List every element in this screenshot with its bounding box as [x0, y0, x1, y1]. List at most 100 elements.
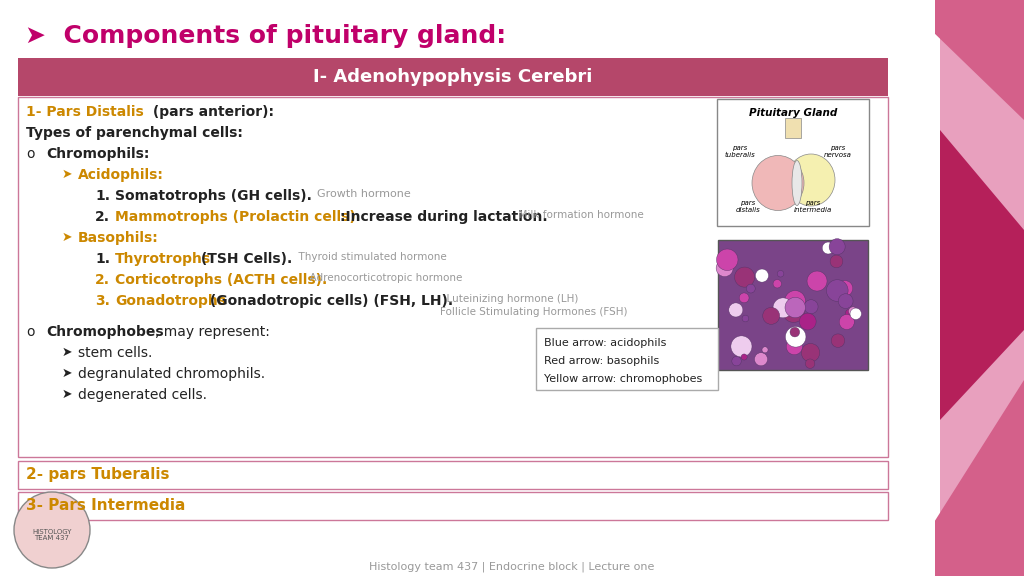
Circle shape [729, 303, 742, 317]
FancyBboxPatch shape [18, 58, 888, 96]
Circle shape [746, 284, 756, 293]
FancyBboxPatch shape [718, 240, 868, 370]
Polygon shape [900, 380, 1024, 576]
Text: Red arrow: basophils: Red arrow: basophils [544, 356, 659, 366]
Circle shape [717, 249, 738, 271]
Text: 3- Pars Intermedia: 3- Pars Intermedia [26, 498, 185, 513]
Text: Adrenocorticotropic hormone: Adrenocorticotropic hormone [303, 273, 463, 283]
Text: 2- pars Tuberalis: 2- pars Tuberalis [26, 468, 170, 483]
Circle shape [838, 281, 853, 296]
Text: (Gonadotropic cells) (FSH, LH).: (Gonadotropic cells) (FSH, LH). [205, 294, 454, 308]
Circle shape [734, 267, 755, 287]
Circle shape [739, 293, 749, 303]
Text: ➤: ➤ [62, 388, 73, 401]
Circle shape [782, 301, 805, 323]
Text: Chromophobes: Chromophobes [46, 325, 164, 339]
Circle shape [777, 271, 783, 277]
Circle shape [785, 297, 805, 318]
Circle shape [804, 300, 818, 314]
Text: o: o [26, 147, 35, 161]
FancyBboxPatch shape [0, 0, 935, 576]
Circle shape [786, 339, 803, 355]
Circle shape [732, 357, 741, 366]
Text: degranulated chromophils.: degranulated chromophils. [78, 367, 265, 381]
Circle shape [755, 353, 768, 366]
Text: (pars anterior):: (pars anterior): [148, 105, 274, 119]
FancyBboxPatch shape [785, 118, 801, 138]
Text: pars
intermedia: pars intermedia [794, 200, 833, 213]
Text: 1.: 1. [95, 189, 110, 203]
Text: o: o [26, 325, 35, 339]
Circle shape [14, 492, 90, 568]
Text: 3.: 3. [95, 294, 110, 308]
Circle shape [846, 309, 854, 317]
Text: :Increase during lactation.: :Increase during lactation. [340, 210, 548, 224]
Text: Gonadotrophs: Gonadotrophs [115, 294, 226, 308]
Text: Yellow arrow: chromophobes: Yellow arrow: chromophobes [544, 374, 702, 384]
Text: Types of parenchymal cells:: Types of parenchymal cells: [26, 126, 243, 140]
Text: ➤  Components of pituitary gland:: ➤ Components of pituitary gland: [25, 24, 506, 48]
FancyBboxPatch shape [18, 97, 888, 457]
FancyBboxPatch shape [18, 492, 888, 520]
Text: ➤: ➤ [62, 367, 73, 380]
FancyBboxPatch shape [536, 328, 718, 390]
Text: degenerated cells.: degenerated cells. [78, 388, 207, 402]
Ellipse shape [752, 156, 804, 210]
Circle shape [849, 307, 857, 316]
Polygon shape [900, 0, 1024, 120]
Text: Follicle Stimulating Hormones (FSH): Follicle Stimulating Hormones (FSH) [440, 307, 628, 317]
Text: Milk formation hormone: Milk formation hormone [512, 210, 644, 220]
Circle shape [850, 308, 861, 320]
Circle shape [741, 354, 748, 360]
Text: ➤: ➤ [62, 231, 73, 244]
Circle shape [773, 279, 781, 288]
Circle shape [749, 286, 754, 293]
Ellipse shape [787, 154, 835, 206]
Circle shape [773, 298, 793, 318]
Text: 1.: 1. [95, 252, 110, 266]
Text: pars
nervosa: pars nervosa [824, 145, 852, 158]
Text: Basophils:: Basophils: [78, 231, 159, 245]
Circle shape [826, 280, 848, 301]
Circle shape [790, 327, 800, 337]
Text: Somatotrophs (GH cells).: Somatotrophs (GH cells). [115, 189, 312, 203]
Text: ➤: ➤ [62, 168, 73, 181]
Text: Luteinizing hormone (LH): Luteinizing hormone (LH) [440, 294, 579, 304]
Circle shape [763, 308, 779, 324]
Text: Growth hormone: Growth hormone [310, 189, 411, 199]
Polygon shape [940, 330, 1024, 576]
Ellipse shape [792, 161, 802, 206]
Circle shape [731, 336, 752, 357]
Text: Histology team 437 | Endocrine block | Lecture one: Histology team 437 | Endocrine block | L… [370, 562, 654, 573]
Circle shape [807, 271, 827, 291]
Text: pars
tuberalis: pars tuberalis [725, 145, 756, 158]
Circle shape [756, 269, 769, 282]
Text: 2.: 2. [95, 210, 110, 224]
Text: 2.: 2. [95, 273, 110, 287]
Circle shape [716, 260, 733, 276]
Circle shape [785, 327, 806, 347]
Circle shape [822, 242, 835, 254]
Circle shape [839, 294, 853, 309]
Text: Blue arrow: acidophils: Blue arrow: acidophils [544, 338, 667, 348]
Text: (TSH Cells).: (TSH Cells). [196, 252, 292, 266]
Circle shape [829, 238, 845, 255]
Circle shape [762, 347, 768, 353]
Circle shape [742, 315, 749, 322]
Circle shape [840, 314, 854, 329]
Circle shape [806, 359, 815, 369]
FancyBboxPatch shape [18, 461, 888, 489]
Text: 1- Pars Distalis: 1- Pars Distalis [26, 105, 143, 119]
Polygon shape [940, 0, 1024, 576]
Text: Acidophils:: Acidophils: [78, 168, 164, 182]
Text: HISTOLOGY
TEAM 437: HISTOLOGY TEAM 437 [32, 529, 72, 541]
Text: Pituitary Gland: Pituitary Gland [749, 108, 838, 118]
Text: Corticotrophs (ACTH cells).: Corticotrophs (ACTH cells). [115, 273, 328, 287]
Circle shape [800, 313, 816, 330]
Polygon shape [940, 0, 1024, 230]
Circle shape [784, 291, 806, 311]
Text: I- Adenohypophysis Cerebri: I- Adenohypophysis Cerebri [313, 68, 593, 86]
Text: stem cells.: stem cells. [78, 346, 153, 360]
Text: Thyrotrophs: Thyrotrophs [115, 252, 211, 266]
Text: pars
distalis: pars distalis [735, 200, 761, 213]
